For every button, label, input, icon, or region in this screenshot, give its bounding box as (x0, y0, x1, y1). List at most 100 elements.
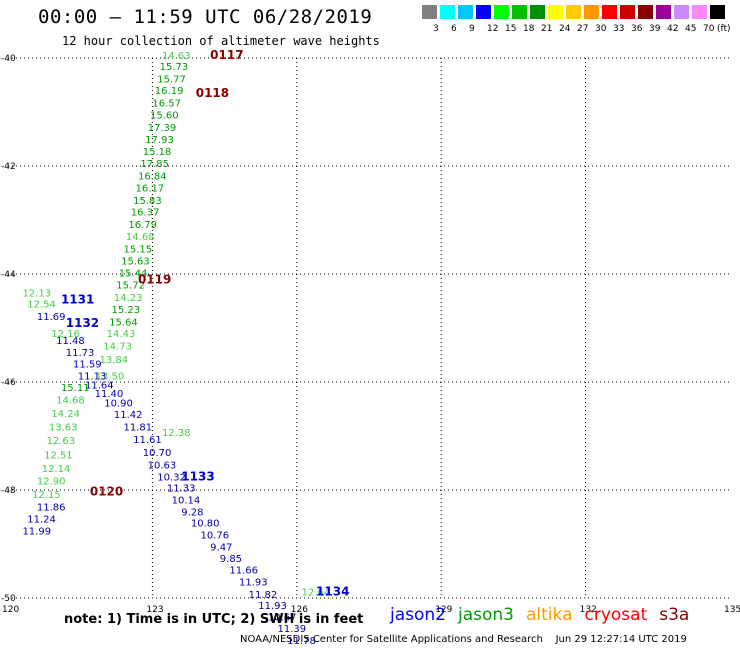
pass-number-label: 1132 (66, 316, 99, 330)
wave-height-value: 11.99 (22, 526, 51, 537)
color-swatch (620, 5, 635, 19)
color-scale-label: 6 (451, 24, 457, 34)
color-swatch (674, 5, 689, 19)
wave-height-value: 15.77 (157, 74, 186, 85)
wave-height-value: 11.48 (56, 336, 85, 347)
wave-height-value: 11.69 (37, 312, 66, 323)
wave-height-value: 15.11 (61, 383, 90, 394)
wave-height-value: 16.19 (155, 86, 184, 97)
wave-height-value: 11.66 (229, 566, 258, 577)
pass-number-label: 0120 (90, 484, 123, 498)
color-swatch (512, 5, 527, 19)
color-swatch (710, 5, 725, 19)
wave-height-value: 15.64 (109, 317, 138, 328)
wave-height-value: 13.50 (96, 371, 125, 382)
color-swatch (530, 5, 545, 19)
wave-height-value: 11.78 (287, 636, 316, 647)
wave-height-value: 9.85 (220, 554, 242, 565)
color-scale-label: 18 (523, 24, 535, 34)
note-text: note: 1) Time is in UTC; 2) SWH is in fe… (64, 612, 364, 627)
wave-height-value: 11.13 (78, 371, 107, 382)
wave-height-value: 11.81 (124, 423, 153, 434)
wave-height-value: 11.82 (249, 590, 278, 601)
wave-height-value: 16.84 (138, 172, 167, 183)
color-scale-label: 9 (469, 24, 475, 34)
color-scale-label: (ft) (717, 24, 731, 34)
wave-height-value: 12.63 (47, 436, 76, 447)
color-scale-label: 30 (595, 24, 607, 34)
wave-height-value: 11.33 (167, 484, 196, 495)
wave-height-value: 10.70 (143, 448, 172, 459)
color-swatch (638, 5, 653, 19)
wave-height-value: 11.93 (258, 601, 287, 612)
wave-height-value: 10.80 (191, 519, 220, 530)
x-tick-label: 129 (435, 605, 452, 615)
wave-height-value: 11.40 (95, 389, 124, 400)
pass-number-label: 0117 (210, 48, 243, 62)
wave-height-value: 16.57 (152, 99, 181, 110)
color-scale-label: 39 (649, 24, 661, 34)
wave-height-value: 14.24 (51, 409, 80, 420)
wave-height-value: 10.90 (104, 398, 133, 409)
wave-height-value: 12.15 (32, 490, 61, 501)
wave-height-value: 15.60 (150, 110, 179, 121)
color-swatch (440, 5, 455, 19)
wave-height-value: 10.76 (201, 531, 230, 542)
x-tick-label: 123 (146, 605, 163, 615)
color-scale-label: 42 (667, 24, 679, 34)
wave-height-value: 15.83 (133, 196, 162, 207)
wave-height-value: 16.79 (128, 220, 157, 231)
chart-subtitle: 12 hour collection of altimeter wave hei… (62, 34, 380, 48)
wave-height-value: 14.43 (107, 329, 136, 340)
x-tick-label: 132 (580, 605, 597, 615)
satellite-legend-item: altika (526, 605, 573, 625)
color-scale-label: 24 (559, 24, 571, 34)
wave-height-value: 15.15 (124, 244, 153, 255)
color-swatch (566, 5, 581, 19)
color-swatch (692, 5, 707, 19)
pass-number-label: 0119 (138, 273, 171, 287)
x-tick-label: 126 (291, 605, 308, 615)
y-tick-label: -44 (1, 270, 16, 280)
color-swatch (422, 5, 437, 19)
color-swatch (548, 5, 563, 19)
wave-height-value: 10.63 (148, 460, 177, 471)
color-scale-label: 70 (703, 24, 715, 34)
y-tick-label: -50 (1, 594, 16, 604)
satellite-legend-item: cryosat (584, 605, 648, 625)
wave-height-value: 16.17 (136, 183, 165, 194)
wave-height-value: 15.23 (111, 305, 140, 316)
color-swatch (494, 5, 509, 19)
color-swatch (458, 5, 473, 19)
color-swatch (584, 5, 599, 19)
color-scale-label: 15 (505, 24, 517, 34)
wave-height-value: 15.44 (119, 269, 148, 280)
wave-height-value: 10.14 (172, 496, 201, 507)
wave-height-value: 14.73 (103, 342, 132, 353)
wave-height-value: 11.24 (27, 514, 56, 525)
wave-height-value: 12.54 (27, 299, 56, 310)
chart-title: 00:00 – 11:59 UTC 06/28/2019 (38, 6, 373, 28)
wave-height-value: 12.38 (162, 428, 191, 439)
wave-height-value: 13.84 (99, 355, 128, 366)
wave-height-value: 14.68 (56, 396, 85, 407)
color-scale-label: 12 (487, 24, 499, 34)
wave-height-value: 15.73 (160, 62, 189, 73)
wave-height-value: 11.39 (278, 624, 307, 635)
pass-number-label: 1131 (61, 293, 94, 307)
x-tick-label: 120 (2, 605, 19, 615)
pass-number-label: 0118 (196, 86, 229, 100)
wave-height-value: 15.63 (121, 256, 150, 267)
wave-height-value: 15.72 (116, 281, 145, 292)
wave-height-value: 11.93 (239, 578, 268, 589)
wave-height-value: 12.16 (51, 329, 80, 340)
wave-height-value: 14.68 (126, 232, 155, 243)
satellite-legend-item: jason3 (458, 605, 514, 625)
wave-height-value: 17.85 (140, 159, 169, 170)
color-swatch (476, 5, 491, 19)
color-swatch (656, 5, 671, 19)
x-tick-label: 135 (724, 605, 740, 615)
color-scale-label: 36 (631, 24, 643, 34)
wave-height-value: 12.51 (44, 451, 73, 462)
